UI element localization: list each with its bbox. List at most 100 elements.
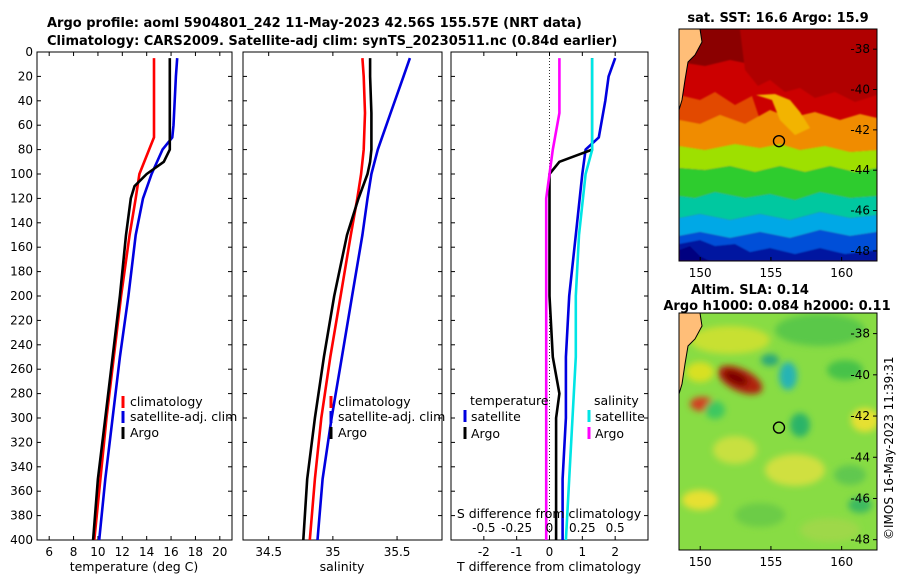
sla-map-title-line2: Argo h1000: 0.084 h2000: 0.11 [663, 299, 890, 314]
x-tick-label: 35 [325, 545, 340, 559]
argo-location-marker-sla [772, 421, 786, 434]
x-tick-label: 10 [90, 545, 105, 559]
temperature-legend-satellite: satellite-adj. clim [130, 409, 237, 424]
series-satellite-adj-clim [97, 58, 179, 540]
lon-tick-label: 150 [689, 266, 712, 280]
argo-location-marker-sst [772, 134, 786, 148]
x-tick-label: 6 [45, 545, 53, 559]
lat-tick-label: -44 [850, 450, 870, 464]
x-tick-label: 35.5 [384, 545, 411, 559]
series-argo [302, 58, 373, 540]
depth-tick-label: 60 [18, 118, 33, 132]
x-tick-label: 16 [163, 545, 178, 559]
x-tick-label: 0 [546, 545, 554, 559]
depth-tick-label: 400 [10, 533, 33, 547]
depth-tick-label: 380 [10, 509, 33, 523]
lon-tick-label: 155 [759, 266, 782, 280]
lat-tick-label: -38 [850, 327, 870, 341]
depth-tick-label: 100 [10, 167, 33, 181]
salinity-x-axis: 34.5 35 35.5 [255, 52, 410, 559]
x-tick-label: 1 [579, 545, 587, 559]
s-difference-x-label: S difference from climatology [457, 506, 642, 521]
lon-tick-label: 155 [759, 555, 782, 569]
sla-map-title-line1: Altim. SLA: 0.14 [691, 283, 809, 298]
depth-tick-label: 200 [10, 289, 33, 303]
temperature-legend-argo: Argo [130, 425, 159, 440]
s-diff-tick-label: 0 [546, 521, 554, 535]
lon-tick-label: 160 [830, 266, 853, 280]
depth-tick-label: 260 [10, 362, 33, 376]
lat-tick-label: -48 [850, 244, 870, 258]
x-tick-label: 12 [115, 545, 130, 559]
t-difference-x-label: T difference from climatology [456, 559, 642, 574]
depth-tick-label: 220 [10, 313, 33, 327]
x-tick-label: -1 [511, 545, 523, 559]
depth-tick-label: 160 [10, 240, 33, 254]
imos-credit: ©IMOS 16-May-2023 11:39:31 [882, 356, 896, 540]
salinity-legend-argo: Argo [338, 425, 367, 440]
sst-map-frame [678, 28, 878, 262]
s-diff-tick-label: 0.25 [569, 521, 596, 535]
lat-tick-label: -46 [850, 491, 870, 505]
depth-tick-label: 120 [10, 191, 33, 205]
lon-tick-label: 160 [830, 555, 853, 569]
salinity-legend-satellite: satellite-adj. clim [338, 409, 445, 424]
temperature-legend: climatology satellite-adj. clim Argo [121, 394, 237, 440]
series-argo [91, 58, 172, 540]
legend-s-argo: Argo [595, 426, 624, 441]
sst-map-image [679, 29, 877, 261]
salinity-legend-climatology: climatology [338, 394, 411, 409]
depth-tick-label: 320 [10, 435, 33, 449]
x-tick-label: 20 [212, 545, 227, 559]
temperature-x-label: temperature (deg C) [70, 559, 199, 574]
temperature-panel: 0 20 40 60 80 100 120 140 160 180 200 220 240 260 280 3… [10, 45, 237, 574]
depth-tick-label: 40 [18, 94, 33, 108]
lat-tick-label: -42 [850, 409, 870, 423]
sla-map-panel: Altim. SLA: 0.14 Argo h1000: 0.084 h2000… [663, 283, 890, 569]
sst-map-title: sat. SST: 16.6 Argo: 15.9 [687, 11, 868, 26]
difference-legend: temperature satellite Argo salinity sate… [463, 393, 645, 441]
depth-tick-label: 140 [10, 216, 33, 230]
legend-salinity-title: salinity [594, 393, 639, 408]
salinity-axes-box [242, 51, 443, 541]
temperature-axes-box [36, 51, 233, 541]
salinity-depth-ticks [243, 51, 442, 541]
lat-tick-label: -42 [850, 123, 870, 137]
figure-title-line2: Climatology: CARS2009. Satellite-adj cli… [47, 34, 617, 49]
temperature-legend-climatology: climatology [130, 394, 203, 409]
lat-tick-label: -38 [850, 42, 870, 56]
depth-tick-label: 300 [10, 411, 33, 425]
sla-map-frame [678, 312, 878, 551]
depth-tick-label: 340 [10, 460, 33, 474]
difference-depth-ticks [451, 51, 648, 541]
depth-tick-label: 240 [10, 338, 33, 352]
series-s-satellite [564, 58, 594, 540]
depth-tick-label: 360 [10, 484, 33, 498]
legend-t-satellite: satellite [471, 409, 521, 424]
depth-tick-label: 0 [25, 45, 33, 59]
s-difference-axis: -0.5 -0.25 0 0.25 0.5 [472, 521, 625, 535]
sla-map-axes: 150 155 160 -38 -40 -42 -44 -46 -48 [689, 327, 877, 569]
salinity-panel: 34.5 35 35.5 salinity climatology satellit… [242, 51, 445, 574]
difference-panel: -2 -1 0 1 2 T difference from climatology S … [450, 51, 649, 574]
figure-title-line1: Argo profile: aoml 5904801_242 11-May-20… [47, 16, 582, 31]
depth-tick-label: 180 [10, 265, 33, 279]
difference-x-axis: -2 -1 0 1 2 [478, 52, 619, 559]
difference-series [544, 57, 617, 540]
lon-tick-label: 150 [689, 555, 712, 569]
temperature-x-axis: 6 8 10 12 14 16 18 20 [45, 52, 227, 559]
depth-tick-label: 80 [18, 143, 33, 157]
depth-axis: 0 20 40 60 80 100 120 140 160 180 200 220 240 260 280 3… [10, 45, 232, 547]
salinity-legend: climatology satellite-adj. clim Argo [329, 394, 445, 440]
x-tick-label: 18 [188, 545, 203, 559]
s-diff-tick-label: -0.5 [472, 521, 495, 535]
salinity-x-label: salinity [320, 559, 365, 574]
lat-tick-label: -48 [850, 533, 870, 547]
x-tick-label: 8 [70, 545, 78, 559]
sla-map-image [679, 313, 877, 550]
x-tick-label: -2 [478, 545, 490, 559]
legend-temperature-title: temperature [470, 393, 549, 408]
x-tick-label: 34.5 [255, 545, 282, 559]
series-t-satellite [561, 57, 617, 540]
